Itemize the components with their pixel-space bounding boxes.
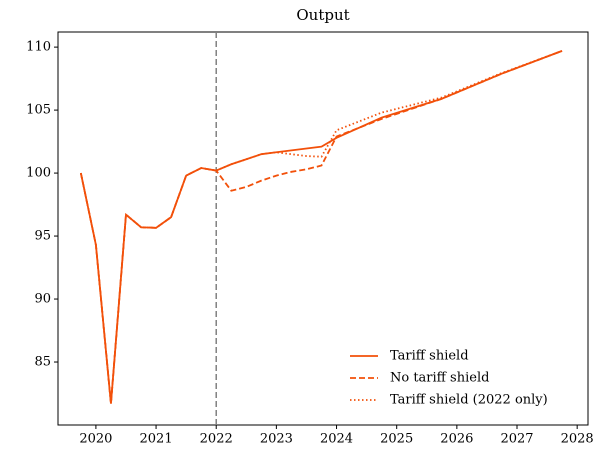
series-line	[79, 50, 563, 404]
x-tick-label: 2022	[200, 432, 233, 447]
x-tick-label: 2020	[79, 432, 112, 447]
legend-label: Tariff shield (2022 only)	[390, 393, 548, 408]
y-tick-label: 95	[34, 229, 51, 244]
x-tick-label: 2028	[561, 432, 594, 447]
legend-label: No tariff shield	[390, 371, 489, 386]
y-tick-label: 100	[26, 166, 51, 181]
chart-title: Output	[296, 6, 349, 24]
y-tick-label: 110	[26, 40, 51, 55]
x-tick-label: 2026	[440, 432, 473, 447]
plot-frame	[57, 31, 589, 426]
y-tick-label: 85	[34, 355, 51, 370]
y-tick-label: 90	[34, 292, 51, 307]
x-tick-label: 2027	[500, 432, 533, 447]
x-tick-label: 2023	[260, 432, 293, 447]
x-tick-label: 2025	[380, 432, 413, 447]
legend-label: Tariff shield	[390, 349, 469, 364]
y-tick-label: 105	[26, 103, 51, 118]
x-tick-label: 2024	[320, 432, 353, 447]
x-tick-label: 2021	[140, 432, 173, 447]
series-line	[79, 50, 563, 404]
